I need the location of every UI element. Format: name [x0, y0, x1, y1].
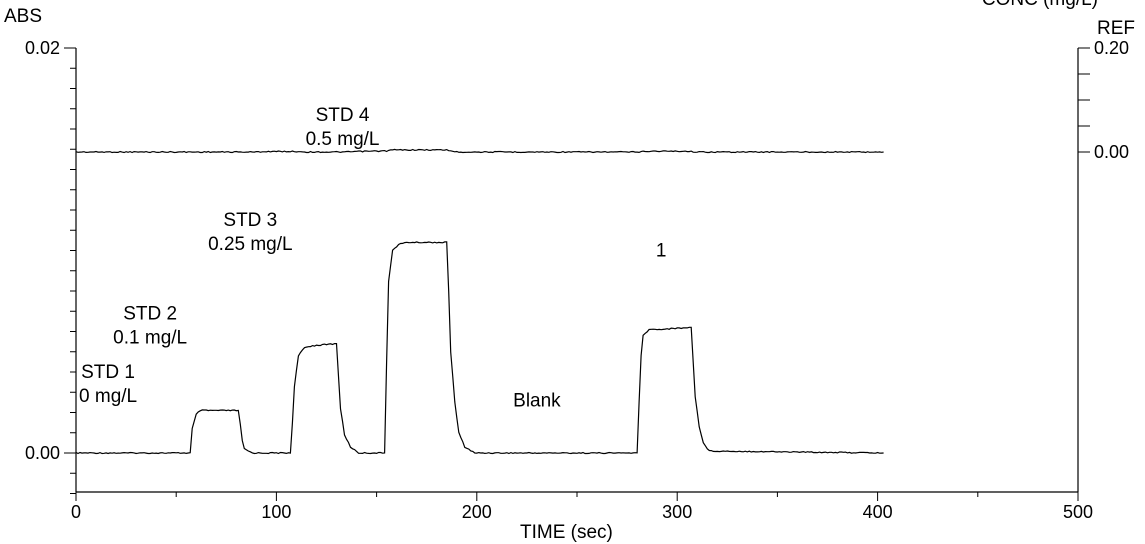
annotation-label: 1	[656, 241, 667, 262]
annotation-label: 0 mg/L	[79, 386, 137, 407]
x-tick-label: 0	[71, 502, 81, 522]
ref-series-line	[75, 148, 884, 154]
annotation-label: STD 1	[81, 362, 135, 383]
right-y-tick-label: 0.20	[1094, 38, 1129, 58]
x-tick-label: 300	[662, 502, 692, 522]
right-axis-label: REF	[1097, 18, 1135, 39]
left-axis-label: ABS	[4, 6, 42, 27]
annotation-label: STD 4	[316, 105, 370, 126]
annotation-label: Blank	[513, 390, 561, 411]
annotation-label: 0.1 mg/L	[113, 327, 187, 348]
right-axis-top-label: CONC (mg/L)	[982, 0, 1098, 10]
abs-series-line	[75, 241, 884, 455]
x-tick-label: 200	[462, 502, 492, 522]
x-axis-label: TIME (sec)	[520, 522, 613, 543]
annotation-label: 0.5 mg/L	[306, 129, 380, 150]
left-y-tick-label: 0.02	[25, 38, 60, 58]
right-y-tick-label: 0.00	[1094, 142, 1129, 162]
x-tick-label: 500	[1063, 502, 1093, 522]
annotation-label: STD 2	[123, 303, 177, 324]
left-y-tick-label: 0.00	[25, 443, 60, 463]
annotation-label: STD 3	[223, 210, 277, 231]
annotation-label: 0.25 mg/L	[208, 234, 293, 255]
x-tick-label: 400	[863, 502, 893, 522]
x-tick-label: 100	[261, 502, 291, 522]
